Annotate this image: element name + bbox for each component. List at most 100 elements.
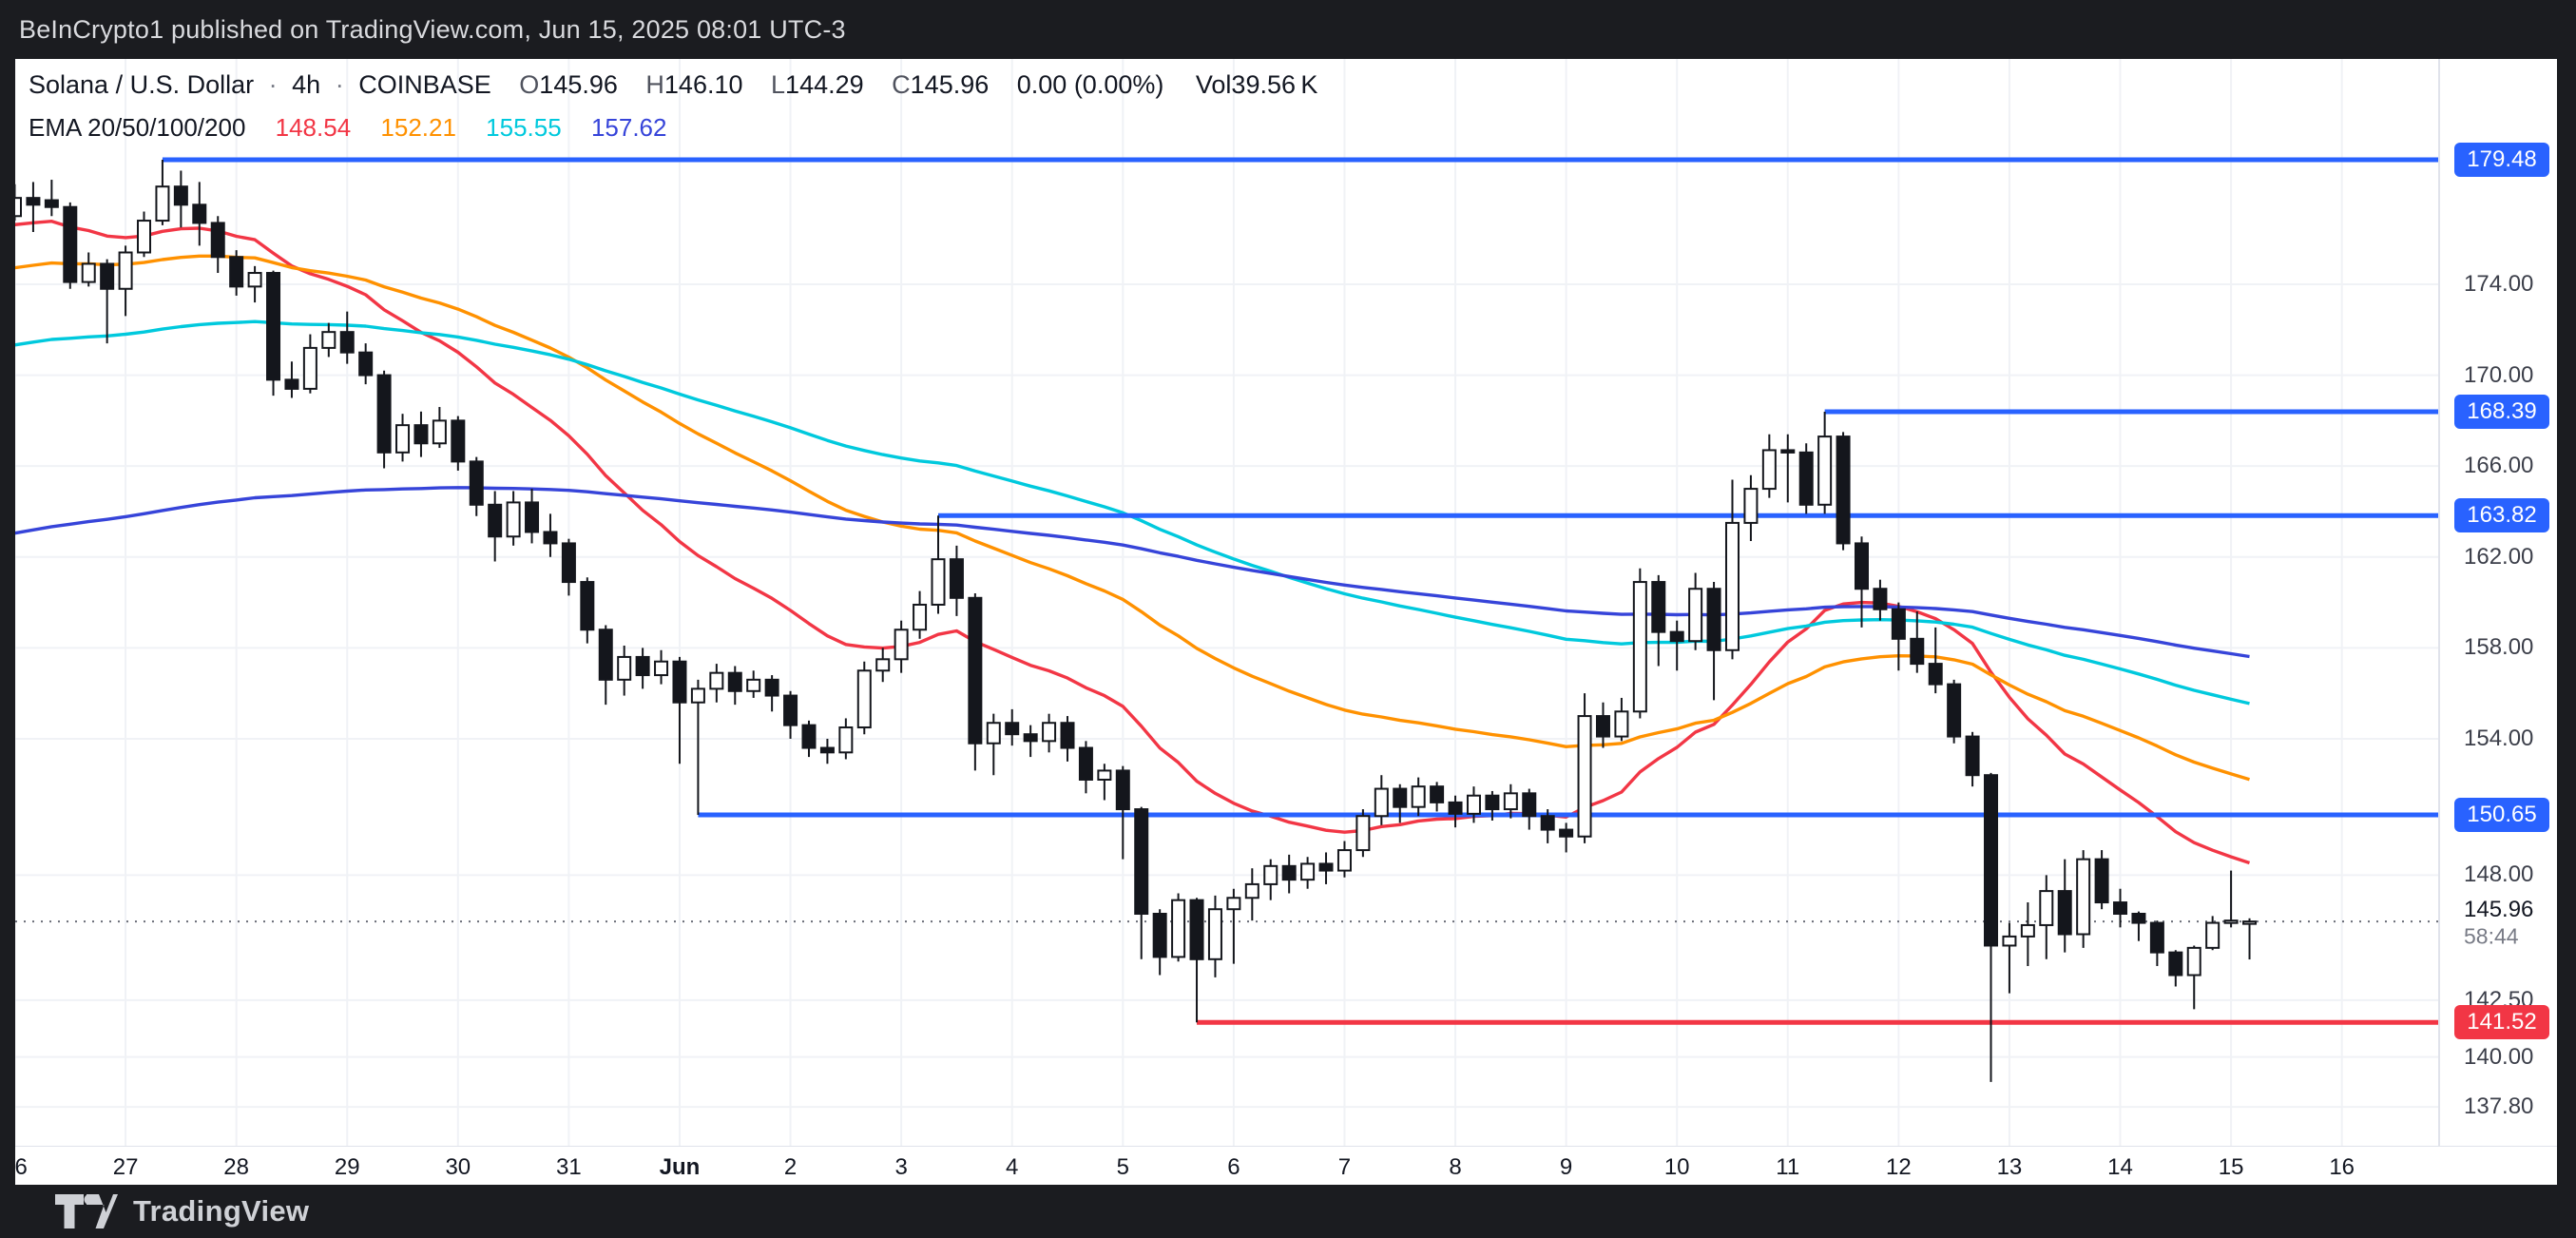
- candle-body: [432, 419, 447, 445]
- candle-body: [1706, 588, 1721, 651]
- candle-body: [617, 655, 632, 681]
- candle-body: [1281, 864, 1297, 881]
- candle-body: [801, 724, 817, 749]
- candle-body: [229, 256, 244, 288]
- candle-body: [2076, 858, 2091, 936]
- time-tick-14: 14: [2107, 1154, 2133, 1180]
- candle-body: [1244, 882, 1259, 899]
- candle-body: [44, 199, 59, 208]
- candle-body: [672, 660, 687, 704]
- time-tick-2: 2: [783, 1154, 798, 1180]
- price-tick-154.00: 154.00: [2464, 725, 2534, 751]
- candle-body: [173, 185, 188, 206]
- exchange-label[interactable]: COINBASE: [358, 70, 491, 99]
- candle-body: [543, 531, 558, 545]
- candle-body: [1393, 787, 1408, 808]
- candle-body: [63, 205, 78, 283]
- price-tick-137.80: 137.80: [2464, 1093, 2534, 1120]
- candle-body: [1318, 862, 1334, 872]
- candle-body: [284, 378, 299, 390]
- candle-body: [266, 272, 281, 381]
- candle-body: [1060, 722, 1075, 749]
- candle-body: [1780, 449, 1796, 454]
- candle-body: [727, 671, 742, 692]
- candle-body: [1522, 792, 1537, 818]
- candle-body: [1226, 897, 1241, 911]
- candle-body: [1134, 808, 1149, 916]
- change-value: 0.00 (0.00%): [1016, 70, 1164, 99]
- chart-legend: Solana / U.S. Dollar · 4h · COINBASE O14…: [29, 70, 1317, 143]
- candle-body: [1300, 862, 1316, 881]
- indicator-row[interactable]: EMA 20/50/100/200 148.54 152.21 155.55 1…: [29, 113, 1317, 143]
- candlestick-chart-canvas[interactable]: [15, 59, 2557, 1185]
- ema50-value: 152.21: [380, 113, 456, 142]
- time-tick-11: 11: [1776, 1154, 1800, 1180]
- candle-body: [26, 197, 41, 206]
- candle-body: [2186, 946, 2201, 977]
- tradingview-logo-icon: [55, 1194, 118, 1228]
- close-letter: C: [892, 70, 911, 99]
- price-tick-158.00: 158.00: [2464, 634, 2534, 661]
- time-tick-10: 10: [1663, 1154, 1690, 1180]
- candle-body: [1466, 794, 1481, 815]
- candle-body: [635, 655, 650, 677]
- candle-body: [247, 272, 262, 288]
- candle-body: [1374, 787, 1389, 818]
- candle-body: [1115, 769, 1130, 811]
- candle-body: [1171, 899, 1186, 958]
- candle-body: [690, 687, 705, 704]
- candle-body: [580, 581, 595, 631]
- candle-body: [1688, 588, 1703, 643]
- tradingview-logo[interactable]: TradingView: [55, 1194, 309, 1228]
- price-axis[interactable]: USD 174.00170.00166.00162.00158.00154.00…: [2439, 59, 2557, 1147]
- candle-body: [1485, 794, 1500, 811]
- candle-body: [1503, 792, 1518, 811]
- candle-body: [395, 424, 411, 454]
- candle-body: [986, 722, 1001, 745]
- time-axis[interactable]: 26 27 28 29 30 31 Jun 2 3 4 5 6 7 8 9 10 11 12 13 14 15 16: [15, 1147, 2557, 1185]
- ema200-value: 157.62: [590, 113, 667, 142]
- candle-body: [118, 251, 133, 290]
- candle-body: [931, 558, 946, 606]
- ema50-line: [15, 254, 2250, 782]
- time-tick-Jun: Jun: [659, 1154, 701, 1180]
- footer-bar: TradingView: [0, 1185, 2576, 1238]
- candle-body: [949, 558, 964, 599]
- low-letter: L: [771, 70, 786, 99]
- candle-body: [1078, 746, 1093, 781]
- candle-body: [1430, 785, 1445, 803]
- time-tick-4: 4: [1006, 1154, 1019, 1180]
- separator-dot: ·: [268, 70, 278, 99]
- candle-body: [1855, 542, 1869, 590]
- candle-body: [1448, 801, 1463, 815]
- candle-body: [81, 262, 96, 283]
- time-tick-29: 29: [334, 1154, 360, 1180]
- candle-body: [100, 262, 115, 290]
- candle-body: [654, 660, 669, 677]
- candle-body: [2223, 919, 2239, 924]
- candle-body: [875, 658, 891, 672]
- candle-body: [1632, 581, 1647, 713]
- candle-body: [1743, 488, 1759, 524]
- symbol-title[interactable]: Solana / U.S. Dollar: [29, 70, 255, 99]
- candle-body: [1336, 849, 1352, 872]
- candle-body: [819, 746, 835, 754]
- candle-body: [1761, 449, 1777, 491]
- candle-body: [561, 542, 576, 584]
- candle-body: [469, 460, 484, 506]
- low-value: 144.29: [785, 70, 864, 99]
- time-tick-16: 16: [2329, 1154, 2355, 1180]
- candle-body: [2205, 921, 2220, 949]
- open-letter: O: [519, 70, 540, 99]
- candle-body: [1152, 913, 1167, 958]
- candle-body: [1023, 733, 1038, 743]
- interval-label[interactable]: 4h: [292, 70, 321, 99]
- candle-body: [1817, 435, 1833, 506]
- time-tick-13: 13: [1996, 1154, 2023, 1180]
- time-tick-3: 3: [894, 1154, 908, 1180]
- candle-body: [1669, 630, 1684, 643]
- time-tick-12: 12: [1886, 1154, 1912, 1180]
- price-level-badge-163.82: 163.82: [2454, 498, 2549, 533]
- candle-body: [856, 669, 872, 729]
